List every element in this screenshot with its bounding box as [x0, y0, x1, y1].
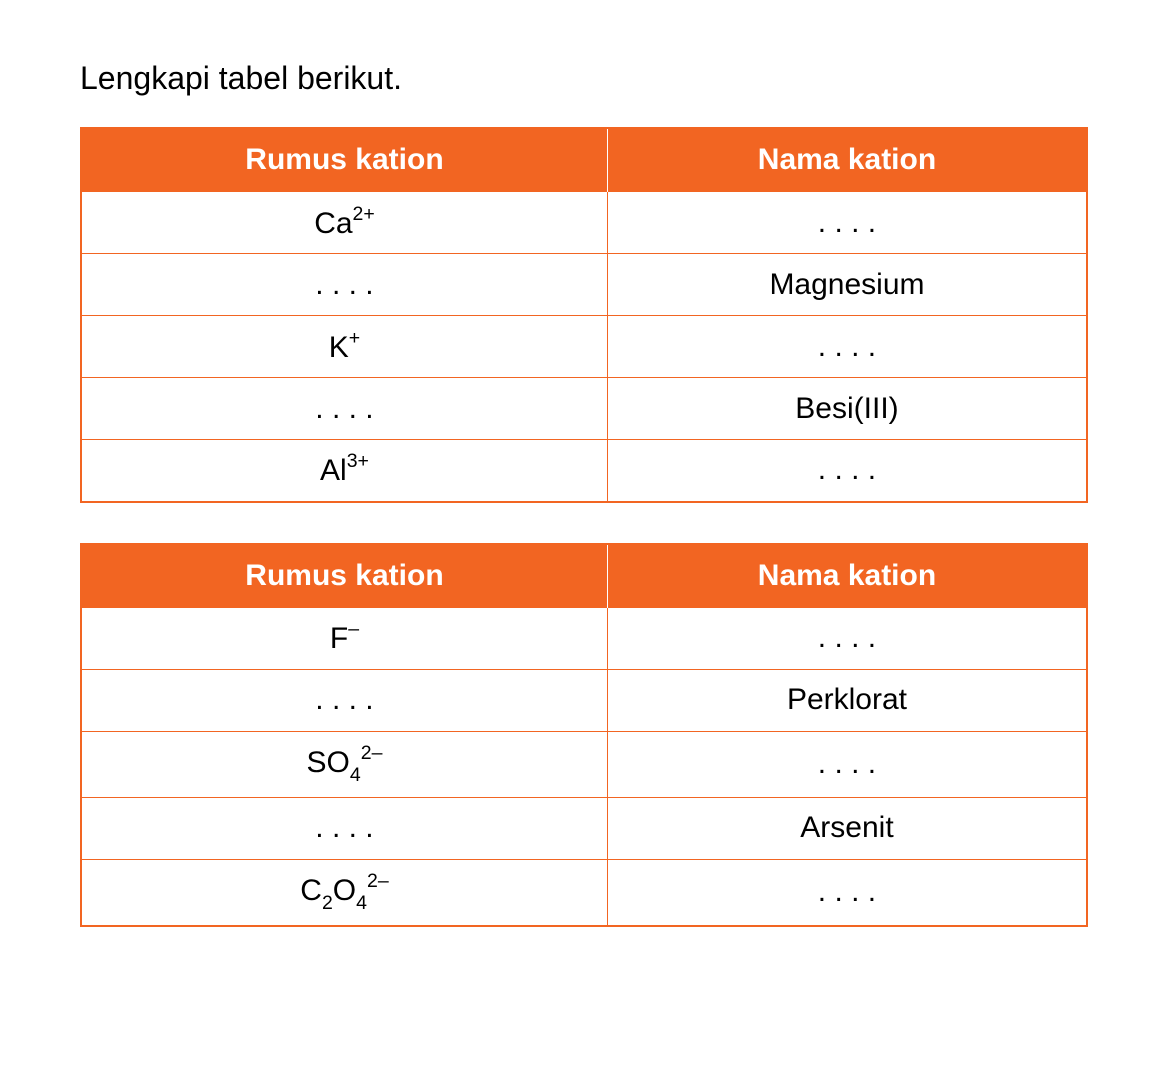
name-cell: . . . . [607, 731, 1087, 797]
name-cell: . . . . [607, 859, 1087, 926]
name-cell: Magnesium [607, 254, 1087, 316]
formula-cell: Ca2+ [81, 192, 607, 254]
table-row: . . . .Magnesium [81, 254, 1087, 316]
formula-cell: K+ [81, 316, 607, 378]
table-row: SO42–. . . . [81, 731, 1087, 797]
name-cell: Arsenit [607, 797, 1087, 859]
formula-cell: . . . . [81, 669, 607, 731]
name-cell: . . . . [607, 607, 1087, 669]
formula-cell: Al3+ [81, 440, 607, 502]
formula-cell: . . . . [81, 254, 607, 316]
instruction-text: Lengkapi tabel berikut. [80, 60, 1088, 97]
table-row: C2O42–. . . . [81, 859, 1087, 926]
table-row: . . . .Besi(III) [81, 378, 1087, 440]
name-cell: . . . . [607, 440, 1087, 502]
table2-header-nama: Nama kation [607, 544, 1087, 608]
table-row: F–. . . . [81, 607, 1087, 669]
table-row: . . . .Perklorat [81, 669, 1087, 731]
table-row: . . . .Arsenit [81, 797, 1087, 859]
table1-header-nama: Nama kation [607, 128, 1087, 192]
table2-header-rumus: Rumus kation [81, 544, 607, 608]
kation-table-2: Rumus kation Nama kation F–. . . .. . . … [80, 543, 1088, 927]
kation-table-1: Rumus kation Nama kation Ca2+. . . .. . … [80, 127, 1088, 503]
formula-cell: . . . . [81, 797, 607, 859]
name-cell: . . . . [607, 316, 1087, 378]
table-row: Al3+. . . . [81, 440, 1087, 502]
table1-header-rumus: Rumus kation [81, 128, 607, 192]
formula-cell: . . . . [81, 378, 607, 440]
formula-cell: C2O42– [81, 859, 607, 926]
name-cell: . . . . [607, 192, 1087, 254]
name-cell: Besi(III) [607, 378, 1087, 440]
formula-cell: SO42– [81, 731, 607, 797]
name-cell: Perklorat [607, 669, 1087, 731]
table-row: Ca2+. . . . [81, 192, 1087, 254]
formula-cell: F– [81, 607, 607, 669]
table-row: K+. . . . [81, 316, 1087, 378]
